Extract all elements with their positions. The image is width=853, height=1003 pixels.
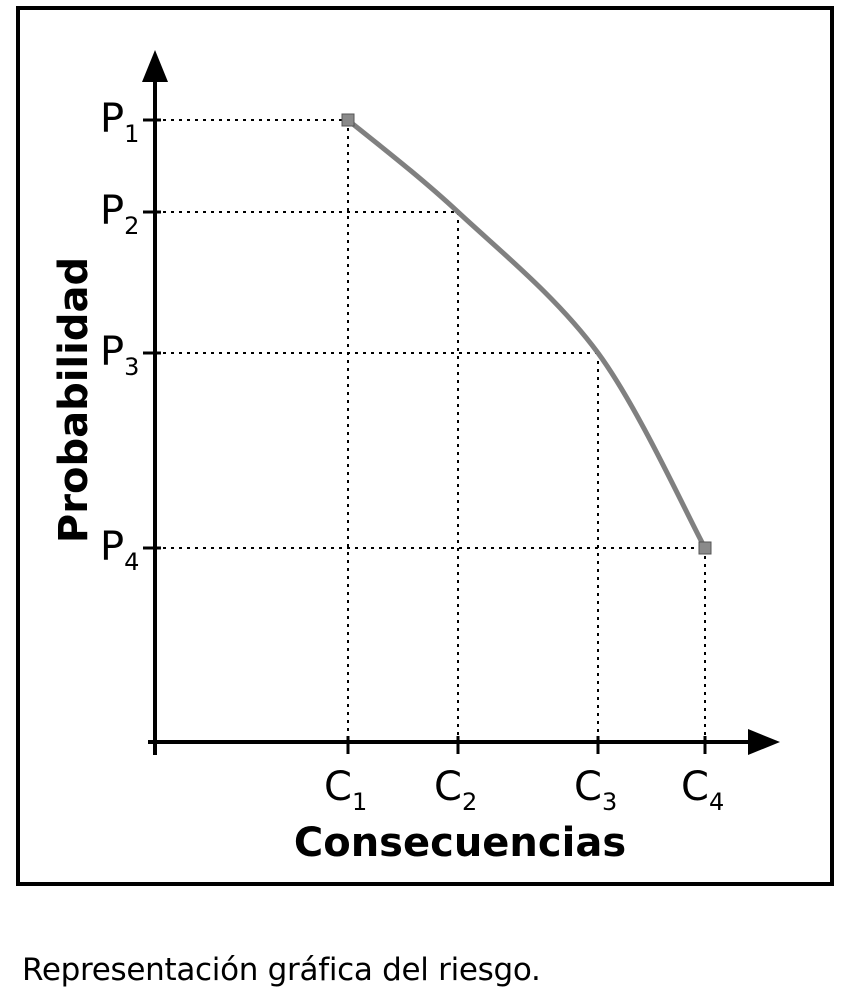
guide-lines (155, 119, 706, 742)
y-axis-title: Probabilidad (51, 257, 97, 543)
x-tick-label-2: C2 (434, 764, 477, 816)
tick-labels: C1 C2 C3 C4 P1 P2 P3 P4 (100, 96, 724, 816)
curve-endpoint-2 (698, 541, 712, 555)
curve-endpoint-1 (341, 113, 355, 127)
x-tick-label-3: C3 (574, 764, 617, 816)
figure-caption: Representación gráfica del riesgo. (22, 952, 541, 988)
y-axis-arrow-icon (142, 50, 168, 82)
y-tick-label-4: P4 (100, 524, 139, 576)
x-tick-label-4: C4 (681, 764, 724, 816)
axis-ticks (143, 118, 707, 754)
chart-frame (16, 6, 834, 886)
x-axis-title: Consecuencias (294, 820, 626, 866)
y-tick-label-1: P1 (100, 96, 139, 148)
y-tick-label-3: P3 (100, 329, 139, 381)
x-tick-label-1: C1 (324, 764, 367, 816)
risk-curve (346, 118, 708, 550)
y-tick-label-2: P2 (100, 188, 139, 240)
risk-chart: C1 C2 C3 C4 P1 P2 P3 P4 Probabilidad Consecuenc… (51, 50, 780, 866)
x-axis-arrow-icon (748, 729, 780, 755)
series-layer (341, 113, 712, 555)
